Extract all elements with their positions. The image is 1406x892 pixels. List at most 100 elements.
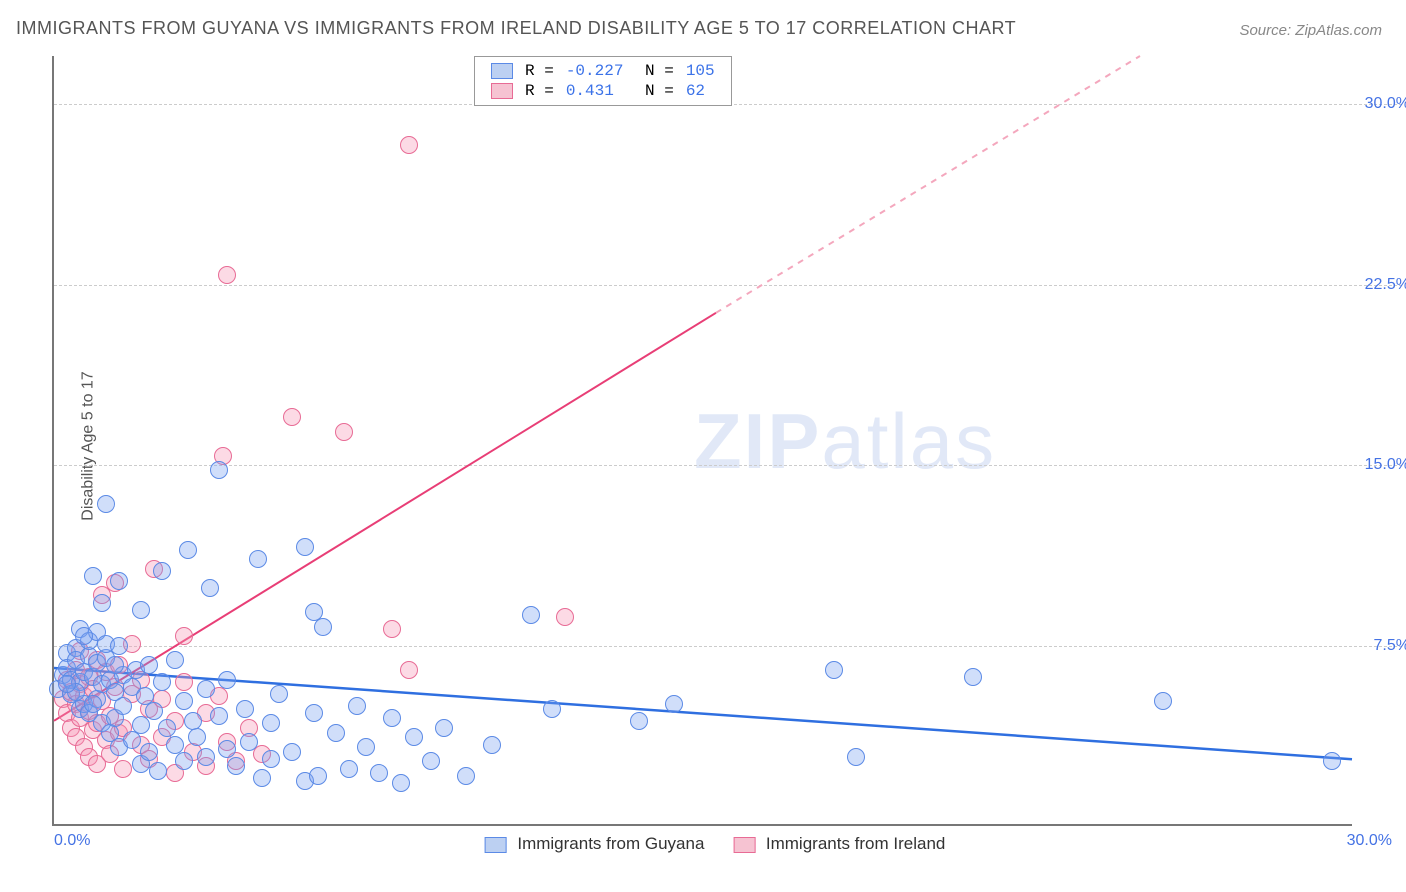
y-tick-label: 7.5% xyxy=(1374,637,1406,655)
n-value-guyana: 105 xyxy=(680,61,721,81)
r-value-ireland: 0.431 xyxy=(560,81,630,101)
data-point-ireland xyxy=(335,423,353,441)
data-point-guyana xyxy=(84,567,102,585)
data-point-guyana xyxy=(75,627,93,645)
data-point-guyana xyxy=(383,709,401,727)
data-point-guyana xyxy=(262,750,280,768)
data-point-guyana xyxy=(84,695,102,713)
data-point-ireland xyxy=(400,661,418,679)
data-point-guyana xyxy=(340,760,358,778)
data-point-guyana xyxy=(357,738,375,756)
data-point-guyana xyxy=(240,733,258,751)
data-point-guyana xyxy=(296,538,314,556)
data-point-guyana xyxy=(110,572,128,590)
data-point-ireland xyxy=(218,266,236,284)
data-point-guyana xyxy=(153,562,171,580)
data-point-ireland xyxy=(383,620,401,638)
data-point-guyana xyxy=(1323,752,1341,770)
data-point-guyana xyxy=(132,601,150,619)
data-point-guyana xyxy=(175,692,193,710)
data-point-guyana xyxy=(158,719,176,737)
n-value-ireland: 62 xyxy=(680,81,721,101)
data-point-guyana xyxy=(665,695,683,713)
data-point-guyana xyxy=(249,550,267,568)
data-point-guyana xyxy=(253,769,271,787)
data-point-guyana xyxy=(166,651,184,669)
legend-row-ireland: R =0.431 N =62 xyxy=(485,81,721,101)
series-legend: Immigrants from Guyana Immigrants from I… xyxy=(461,834,946,854)
data-point-guyana xyxy=(847,748,865,766)
data-point-guyana xyxy=(309,767,327,785)
data-point-ireland xyxy=(175,627,193,645)
data-point-guyana xyxy=(218,671,236,689)
data-point-guyana xyxy=(405,728,423,746)
data-point-guyana xyxy=(166,736,184,754)
data-point-guyana xyxy=(327,724,345,742)
data-point-ireland xyxy=(283,408,301,426)
data-point-guyana xyxy=(348,697,366,715)
data-point-guyana xyxy=(522,606,540,624)
data-point-guyana xyxy=(145,702,163,720)
data-point-guyana xyxy=(132,716,150,734)
swatch-ireland-bottom xyxy=(733,837,755,853)
data-point-guyana xyxy=(149,762,167,780)
data-point-guyana xyxy=(370,764,388,782)
data-point-guyana xyxy=(392,774,410,792)
y-tick-label: 22.5% xyxy=(1365,276,1406,294)
data-point-guyana xyxy=(483,736,501,754)
data-point-ireland xyxy=(556,608,574,626)
correlation-legend: R =-0.227 N =105 R =0.431 N =62 xyxy=(474,56,732,106)
data-point-guyana xyxy=(314,618,332,636)
data-point-ireland xyxy=(400,136,418,154)
source-attribution: Source: ZipAtlas.com xyxy=(1239,22,1382,39)
data-point-guyana xyxy=(218,740,236,758)
data-point-guyana xyxy=(305,704,323,722)
data-point-guyana xyxy=(197,680,215,698)
swatch-ireland xyxy=(491,83,513,99)
series-label-ireland: Immigrants from Ireland xyxy=(766,834,946,853)
y-tick-label: 30.0% xyxy=(1365,95,1406,113)
swatch-guyana-bottom xyxy=(485,837,507,853)
data-point-guyana xyxy=(114,697,132,715)
data-point-guyana xyxy=(106,656,124,674)
data-point-guyana xyxy=(153,673,171,691)
data-point-guyana xyxy=(58,675,76,693)
y-tick-label: 15.0% xyxy=(1365,456,1406,474)
r-value-guyana: -0.227 xyxy=(560,61,630,81)
chart-title: IMMIGRANTS FROM GUYANA VS IMMIGRANTS FRO… xyxy=(16,18,1016,39)
data-point-guyana xyxy=(97,495,115,513)
x-tick-max: 30.0% xyxy=(1347,832,1392,850)
data-point-guyana xyxy=(262,714,280,732)
series-label-guyana: Immigrants from Guyana xyxy=(517,834,704,853)
data-point-guyana xyxy=(197,748,215,766)
legend-row-guyana: R =-0.227 N =105 xyxy=(485,61,721,81)
swatch-guyana xyxy=(491,63,513,79)
data-point-guyana xyxy=(110,637,128,655)
data-point-ireland xyxy=(114,760,132,778)
data-point-guyana xyxy=(201,579,219,597)
data-point-ireland xyxy=(175,673,193,691)
scatter-points xyxy=(54,56,1352,824)
data-point-guyana xyxy=(184,712,202,730)
data-point-guyana xyxy=(422,752,440,770)
data-point-guyana xyxy=(283,743,301,761)
data-point-guyana xyxy=(188,728,206,746)
x-tick-min: 0.0% xyxy=(54,832,90,850)
data-point-guyana xyxy=(457,767,475,785)
data-point-guyana xyxy=(825,661,843,679)
data-point-guyana xyxy=(630,712,648,730)
data-point-guyana xyxy=(93,594,111,612)
data-point-guyana xyxy=(210,461,228,479)
data-point-guyana xyxy=(210,707,228,725)
data-point-guyana xyxy=(236,700,254,718)
data-point-guyana xyxy=(543,700,561,718)
data-point-guyana xyxy=(964,668,982,686)
plot-area: ZIPatlas 7.5%15.0%22.5%30.0% R =-0.227 N… xyxy=(52,56,1352,826)
data-point-guyana xyxy=(435,719,453,737)
data-point-guyana xyxy=(1154,692,1172,710)
data-point-guyana xyxy=(140,743,158,761)
data-point-guyana xyxy=(140,656,158,674)
data-point-guyana xyxy=(179,541,197,559)
data-point-guyana xyxy=(175,752,193,770)
data-point-guyana xyxy=(227,757,245,775)
